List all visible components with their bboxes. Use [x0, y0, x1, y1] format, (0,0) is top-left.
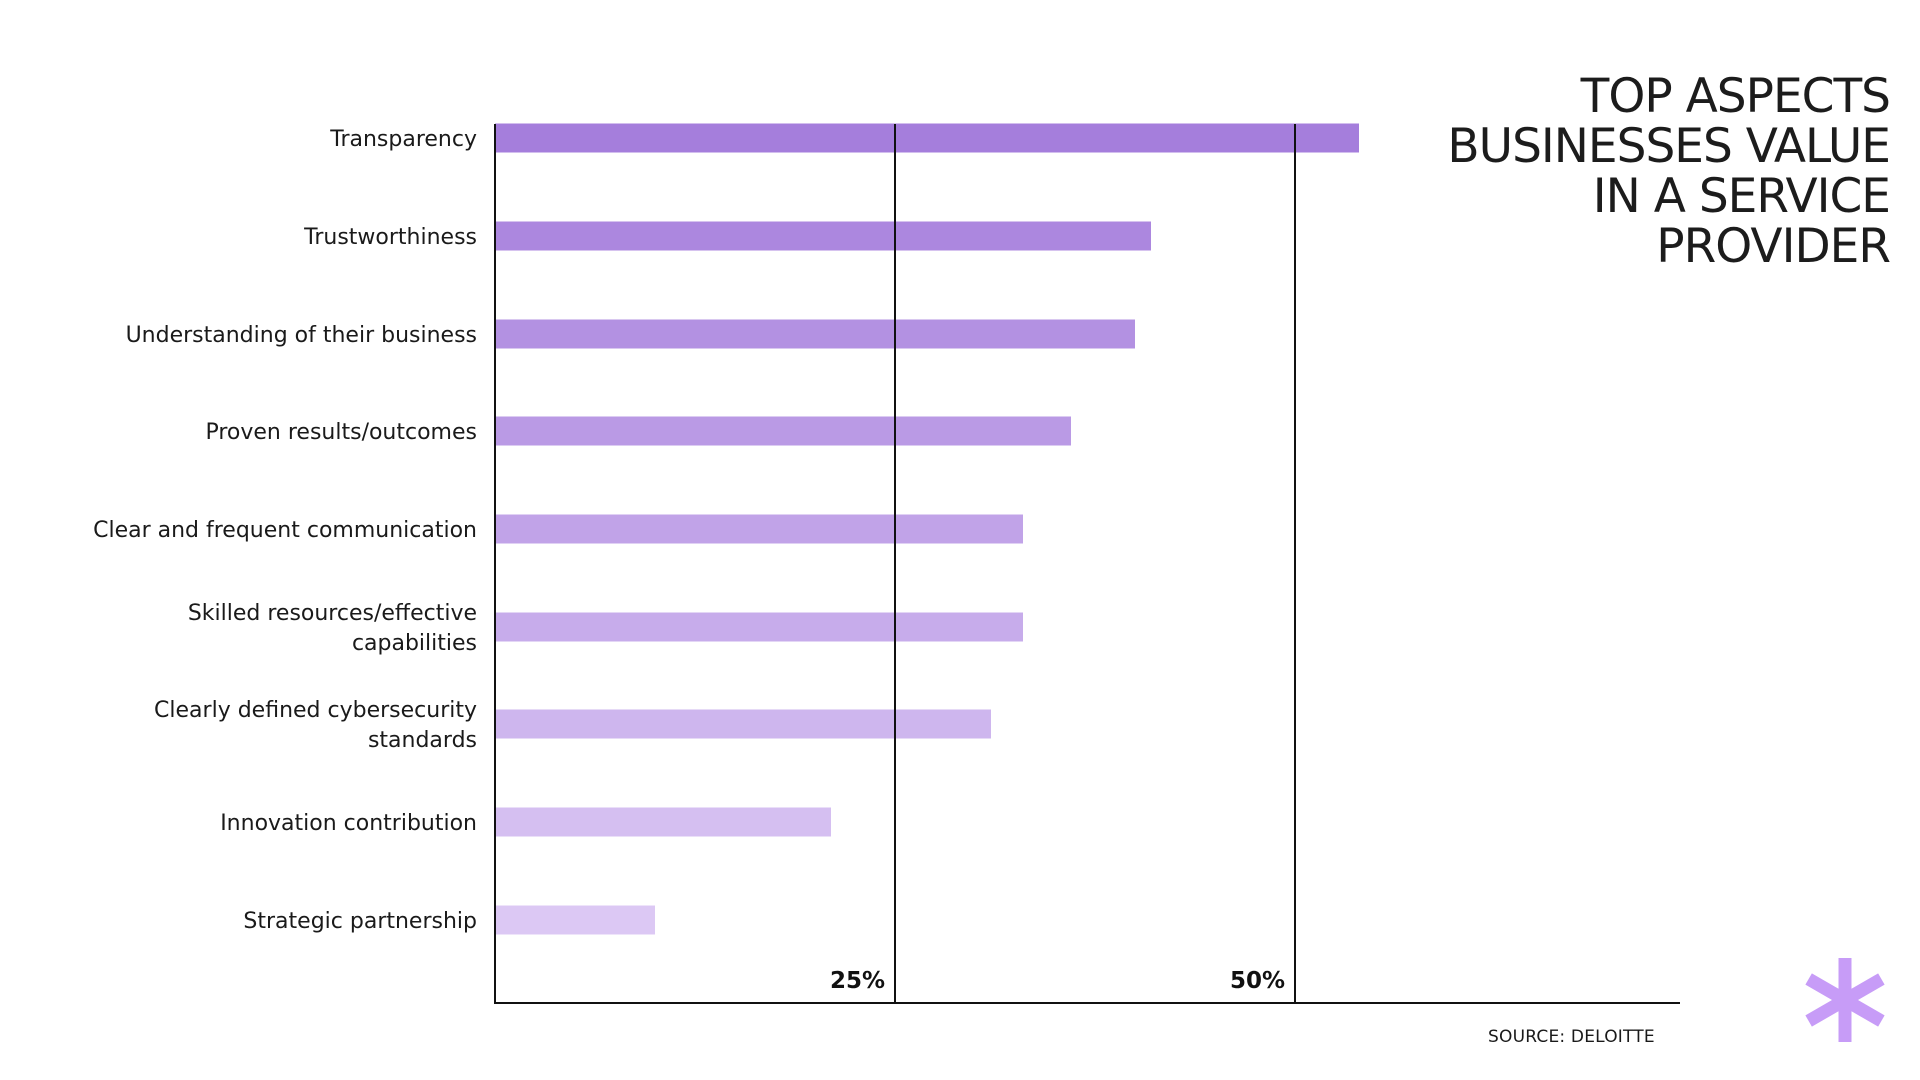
tick-label-50: 50%	[1230, 968, 1285, 994]
category-label-1: Transparency	[329, 127, 477, 152]
source-note: SOURCE: DELOITTE	[1488, 1027, 1655, 1047]
category-label-9: Strategic partnership	[243, 909, 477, 934]
bar-7	[495, 709, 991, 739]
bar-8	[495, 807, 831, 837]
logo-arm-3	[1805, 973, 1885, 1027]
bar-9	[495, 905, 655, 935]
bar-4	[495, 416, 1071, 446]
category-label-6-line-2: capabilities	[352, 631, 477, 656]
category-label-6-line-1: Skilled resources/effective	[188, 601, 477, 626]
title-line-2: BUSINESSES VALUE	[1447, 119, 1891, 174]
tick-label-25: 25%	[830, 968, 885, 994]
asterisk-logo-icon	[1805, 958, 1885, 1042]
category-label-4: Proven results/outcomes	[205, 420, 477, 445]
title-line-3: IN A SERVICE	[1592, 169, 1891, 224]
bar-2	[495, 221, 1151, 251]
category-label-2: Trustworthiness	[303, 225, 477, 250]
bar-1	[495, 123, 1359, 153]
category-label-5: Clear and frequent communication	[93, 518, 477, 543]
title-line-1: TOP ASPECTS	[1580, 69, 1891, 124]
title-line-4: PROVIDER	[1656, 219, 1891, 274]
category-label-7-line-1: Clearly defined cybersecurity	[154, 698, 477, 723]
category-label-3: Understanding of their business	[126, 323, 477, 348]
category-label-8: Innovation contribution	[220, 811, 477, 836]
bar-6	[495, 612, 1023, 642]
bar-3	[495, 319, 1135, 349]
bar-5	[495, 514, 1023, 544]
chart-title: TOP ASPECTS BUSINESSES VALUE IN A SERVIC…	[1290, 69, 1891, 274]
category-label-7-line-2: standards	[368, 728, 477, 753]
